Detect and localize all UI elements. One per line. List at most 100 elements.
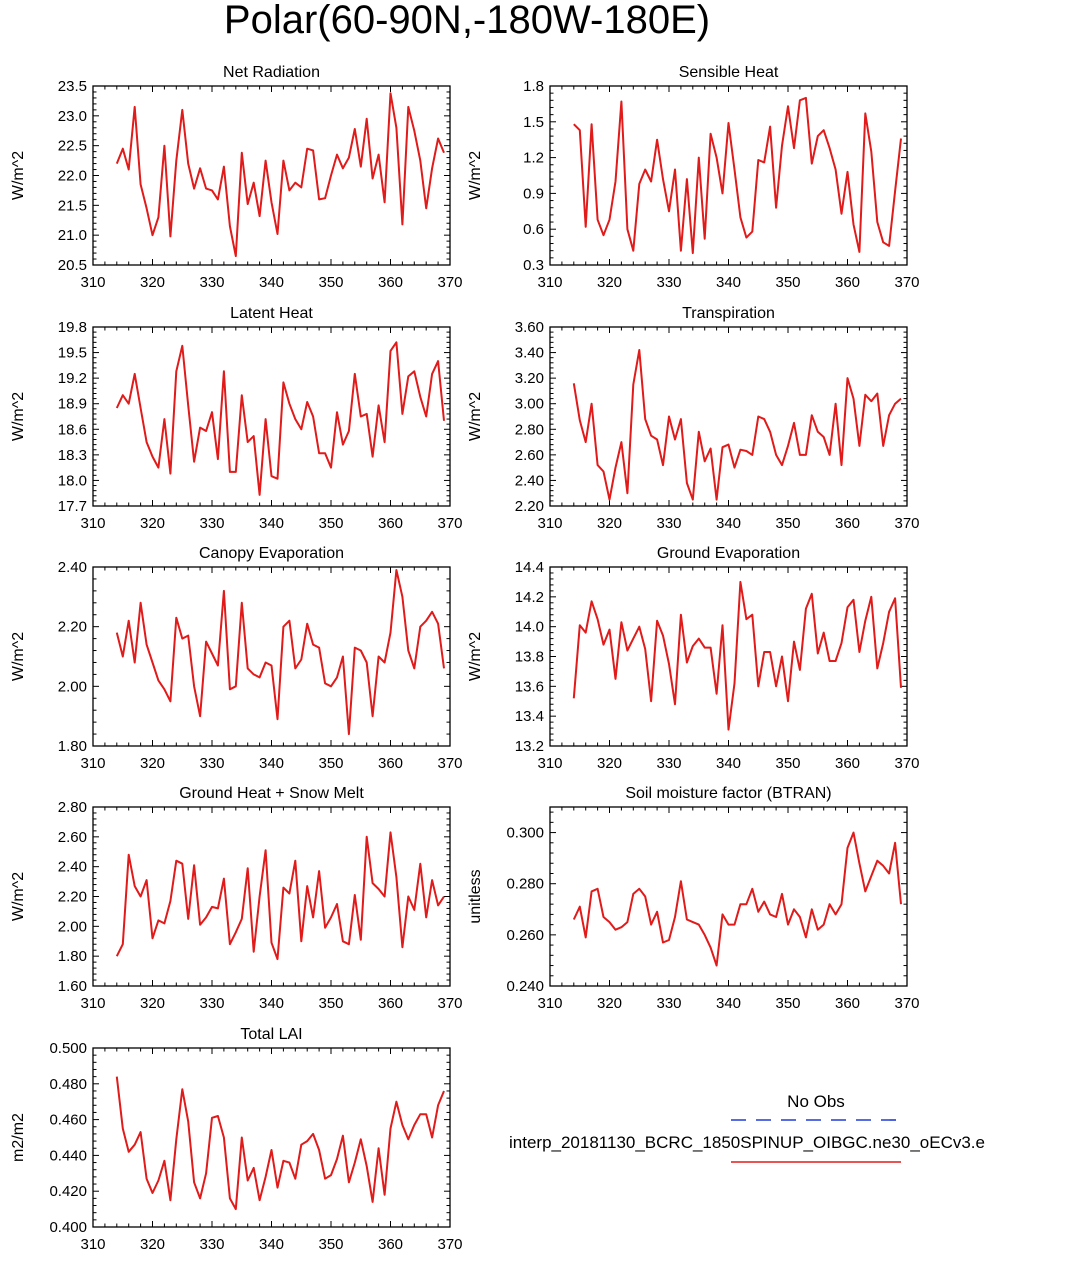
plot-frame xyxy=(92,566,451,747)
series-line xyxy=(572,831,902,967)
x-tick-label: 320 xyxy=(140,755,165,772)
x-tick-label: 360 xyxy=(835,755,860,772)
x-tick-label: 360 xyxy=(378,755,403,772)
x-tick-label: 330 xyxy=(656,274,681,291)
chart-panel-1: 310 320 330 340 350 360 370 20.5 21.0 21.5 22.0 22.… xyxy=(10,64,463,291)
y-tick-label: 23.5 xyxy=(58,78,87,95)
series-line xyxy=(572,580,902,731)
chart-title: Sensible Heat xyxy=(679,64,779,81)
y-tick-label: 0.400 xyxy=(49,1219,87,1236)
chart-title: Transpiration xyxy=(682,305,775,322)
y-tick-label: 20.5 xyxy=(58,257,87,274)
y-tick-label: 18.6 xyxy=(58,421,87,438)
x-tick-label: 340 xyxy=(259,274,284,291)
page-title: Polar(60-90N,-180W-180E) xyxy=(223,0,711,42)
x-tick-label: 340 xyxy=(716,995,741,1012)
y-tick-label: 3.40 xyxy=(515,345,544,362)
x-tick-label: 310 xyxy=(80,755,105,772)
y-tick-label: 2.40 xyxy=(515,472,544,489)
x-tick-label: 350 xyxy=(318,995,343,1012)
y-tick-label: 1.8 xyxy=(523,78,544,95)
chart-panel-6: 310 320 330 340 350 360 370 13.2 13.4 13.6 13.8 14.… xyxy=(467,545,920,772)
y-tick-label: 1.2 xyxy=(523,150,544,167)
x-tick-label: 350 xyxy=(775,274,800,291)
y-tick-label: 21.5 xyxy=(58,197,87,214)
x-tick-label: 340 xyxy=(716,755,741,772)
y-tick-label: 1.5 xyxy=(523,114,544,131)
x-tick-label: 310 xyxy=(537,755,562,772)
x-tick-label: 340 xyxy=(716,515,741,532)
x-tick-label: 320 xyxy=(597,274,622,291)
x-tick-label: 350 xyxy=(318,515,343,532)
y-tick-label: 18.0 xyxy=(58,472,87,489)
x-tick-label: 340 xyxy=(259,755,284,772)
y-tick-label: 1.60 xyxy=(58,978,87,995)
x-tick-label: 310 xyxy=(80,515,105,532)
y-tick-label: 22.5 xyxy=(58,138,87,155)
y-tick-label: 19.8 xyxy=(58,319,87,336)
chart-title: Total LAI xyxy=(240,1026,302,1043)
x-tick-label: 350 xyxy=(775,995,800,1012)
y-tick-label: 18.3 xyxy=(58,447,87,464)
x-tick-label: 310 xyxy=(80,1236,105,1253)
y-tick-label: 0.420 xyxy=(49,1183,87,1200)
x-tick-label: 340 xyxy=(716,274,741,291)
y-tick-label: 0.300 xyxy=(506,825,544,842)
y-tick-label: 0.480 xyxy=(49,1076,87,1093)
series-line xyxy=(572,349,902,501)
x-tick-label: 350 xyxy=(318,755,343,772)
y-tick-label: 0.9 xyxy=(523,185,544,202)
y-axis-label: W/m^2 xyxy=(467,632,484,681)
legend-obs-label: No Obs xyxy=(787,1092,845,1111)
y-tick-label: 0.460 xyxy=(49,1112,87,1129)
y-axis-label: W/m^2 xyxy=(10,151,27,200)
x-tick-label: 370 xyxy=(894,755,919,772)
x-tick-label: 350 xyxy=(775,515,800,532)
x-tick-label: 370 xyxy=(437,274,462,291)
x-tick-label: 320 xyxy=(140,274,165,291)
y-tick-label: 17.7 xyxy=(58,498,87,515)
x-tick-label: 320 xyxy=(597,995,622,1012)
series-line xyxy=(573,96,902,255)
y-tick-label: 1.80 xyxy=(58,948,87,965)
series-line xyxy=(115,92,445,258)
x-tick-label: 320 xyxy=(140,515,165,532)
chart-title: Latent Heat xyxy=(230,305,313,322)
x-tick-label: 360 xyxy=(378,995,403,1012)
x-tick-label: 330 xyxy=(199,274,224,291)
y-tick-label: 14.4 xyxy=(515,559,544,576)
chart-panel-4: 310 320 330 340 350 360 370 2.20 2.40 2.60 2.80 3.0… xyxy=(467,305,920,532)
chart-title: Net Radiation xyxy=(223,64,320,81)
legend-case-label: interp_20181130_BCRC_1850SPINUP_OIBGC.ne… xyxy=(509,1133,985,1152)
y-tick-label: 3.60 xyxy=(515,319,544,336)
x-tick-label: 360 xyxy=(835,995,860,1012)
x-tick-label: 340 xyxy=(259,995,284,1012)
x-tick-label: 350 xyxy=(318,274,343,291)
x-tick-label: 370 xyxy=(894,274,919,291)
y-tick-label: 22.0 xyxy=(58,168,87,185)
chart-title: Canopy Evaporation xyxy=(199,545,344,562)
legend: No Obs interp_20181130_BCRC_1850SPINUP_O… xyxy=(509,1092,985,1163)
y-tick-label: 3.20 xyxy=(515,370,544,387)
y-tick-label: 18.9 xyxy=(58,396,87,413)
chart-title: Ground Evaporation xyxy=(657,545,800,562)
x-tick-label: 370 xyxy=(437,1236,462,1253)
x-tick-label: 330 xyxy=(199,515,224,532)
y-axis-label: W/m^2 xyxy=(10,632,27,681)
y-tick-label: 2.20 xyxy=(58,619,87,636)
x-tick-label: 330 xyxy=(656,515,681,532)
x-tick-label: 310 xyxy=(537,515,562,532)
chart-panel-5: 310 320 330 340 350 360 370 1.80 2.00 2.20 2.40 Can… xyxy=(10,545,463,772)
x-tick-label: 320 xyxy=(597,515,622,532)
y-axis-label: unitless xyxy=(467,869,484,923)
plot-frame xyxy=(92,1047,451,1228)
y-tick-label: 14.2 xyxy=(515,589,544,606)
y-tick-label: 2.20 xyxy=(515,498,544,515)
y-tick-label: 14.0 xyxy=(515,619,544,636)
y-tick-label: 2.00 xyxy=(58,918,87,935)
x-tick-label: 320 xyxy=(140,1236,165,1253)
y-tick-label: 0.440 xyxy=(49,1147,87,1164)
x-tick-label: 370 xyxy=(894,995,919,1012)
y-axis-label: W/m^2 xyxy=(10,392,27,441)
